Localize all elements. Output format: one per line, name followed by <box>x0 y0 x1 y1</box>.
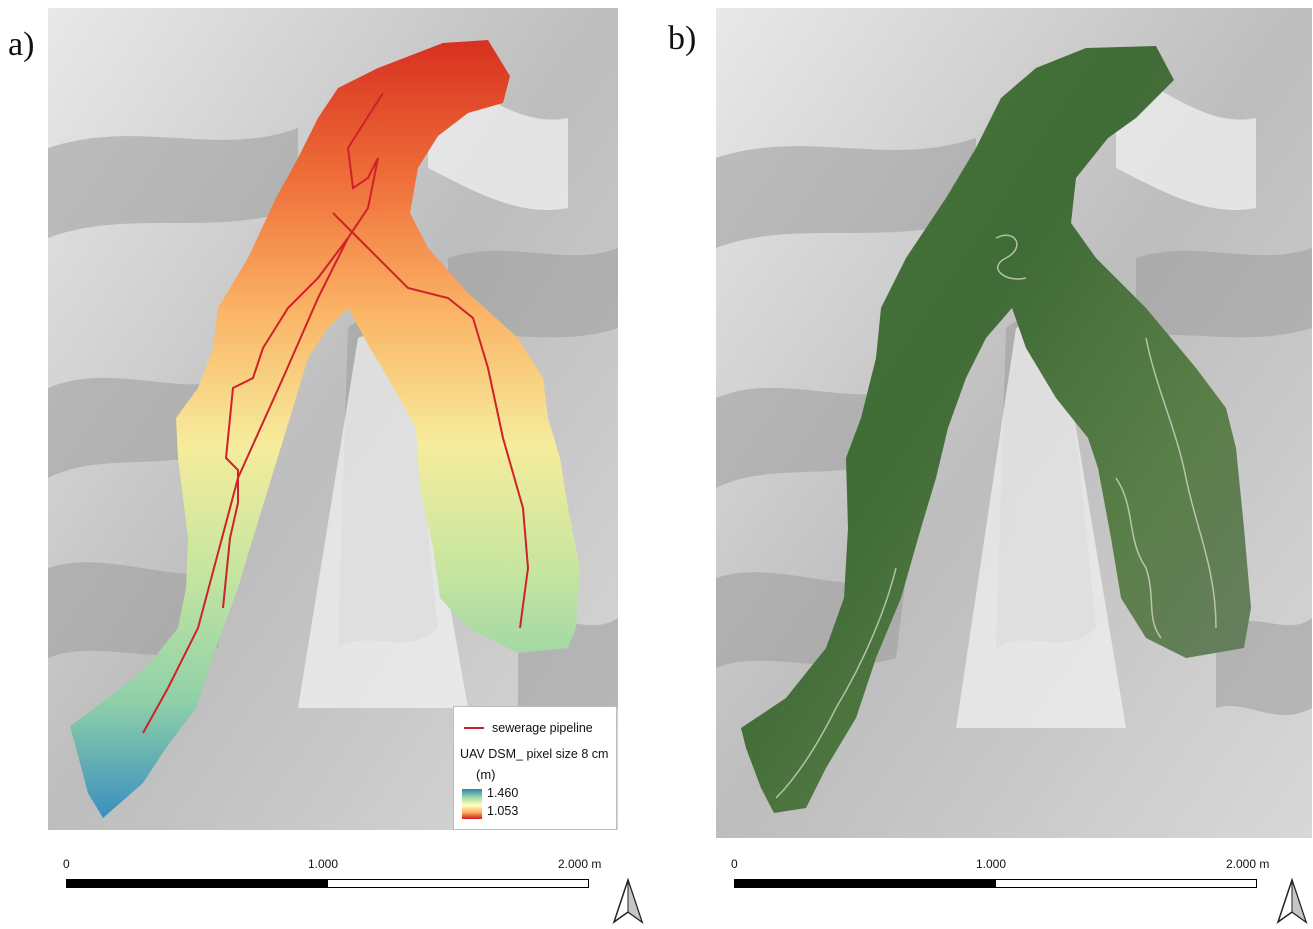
panel-a-label: a) <box>8 26 35 63</box>
legend-title: UAV DSM_ pixel size 8 cm <box>460 747 609 761</box>
map-a-svg <box>48 8 618 830</box>
legend-color-ramp <box>462 789 482 819</box>
orthophoto-coverage <box>741 46 1251 813</box>
scalebar-b: 0 1.000 2.000 m <box>728 857 1288 917</box>
scale-a-black-segment <box>66 879 328 888</box>
map-legend: sewerage pipeline UAV DSM_ pixel size 8 … <box>453 706 617 830</box>
legend-max-value: 1.460 <box>487 786 519 800</box>
north-arrow-icon <box>1276 877 1308 924</box>
scale-b-start: 0 <box>731 857 738 871</box>
scale-b-white-segment <box>995 879 1257 888</box>
legend-min-value: 1.053 <box>487 804 519 818</box>
scale-b-black-segment <box>734 879 996 888</box>
dsm-coverage <box>70 40 580 818</box>
legend-pipeline-label: sewerage pipeline <box>492 721 593 735</box>
legend-pipeline-row: sewerage pipeline <box>464 721 593 735</box>
scale-a-white-segment <box>327 879 589 888</box>
scale-a-start: 0 <box>63 857 70 871</box>
scale-a-mid: 1.000 <box>308 857 339 871</box>
scalebar-a: 0 1.000 2.000 m <box>60 857 620 917</box>
map-panel-a <box>48 8 618 830</box>
legend-unit: (m) <box>476 767 496 782</box>
panel-b-label: b) <box>668 20 697 57</box>
scale-b-mid: 1.000 <box>976 857 1007 871</box>
map-b-svg <box>716 8 1312 838</box>
scale-a-end: 2.000 m <box>558 857 602 871</box>
north-arrow-icon <box>612 877 644 924</box>
sewerage-pipeline-lines <box>142 92 530 734</box>
scale-b-end: 2.000 m <box>1226 857 1270 871</box>
map-panel-b <box>716 8 1312 838</box>
pipeline-line-swatch <box>464 727 484 729</box>
